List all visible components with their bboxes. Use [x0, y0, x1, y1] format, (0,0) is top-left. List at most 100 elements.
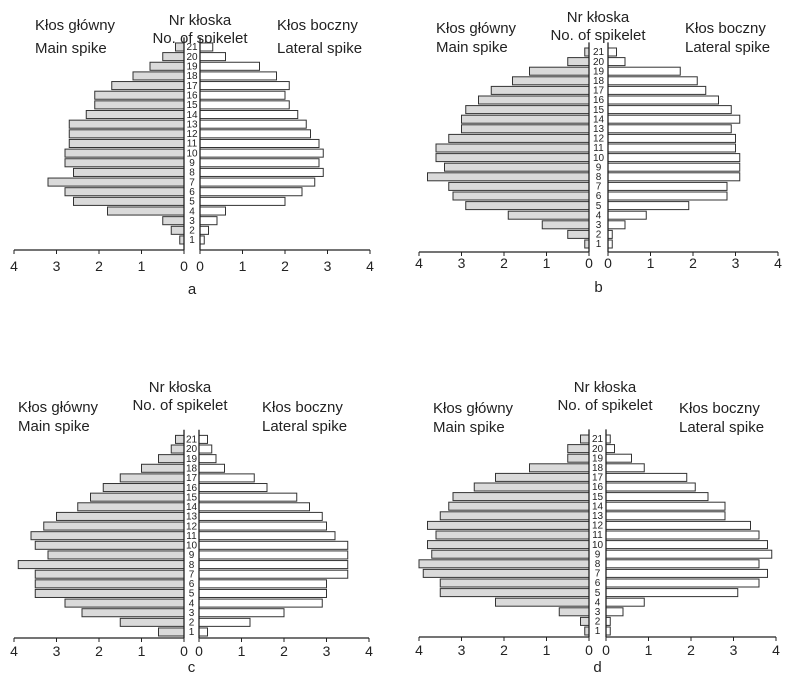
main-spike-bar-11 [435, 530, 590, 540]
main-spike-bar-14 [85, 110, 185, 120]
right-x-tick-label: 1 [239, 258, 247, 274]
spikelet-number-label: 13 [186, 119, 198, 130]
left-x-tick-label: 4 [415, 255, 423, 271]
main-spike-bar-2 [170, 225, 185, 235]
lateral-spike-bar-13 [607, 124, 732, 134]
lateral-spike-bar-20 [199, 52, 226, 62]
spikelet-number-label: 16 [592, 482, 604, 493]
main-spike-bar-3 [81, 608, 185, 618]
spikelet-number-label: 5 [189, 197, 195, 208]
right-x-tick-label: 2 [281, 258, 289, 274]
left-x-tick-label: 2 [95, 258, 103, 274]
lateral-spike-bar-15 [607, 105, 732, 115]
spikelet-number-label: 3 [189, 608, 195, 619]
panel-caption: d [593, 659, 601, 675]
lateral-spike-bar-6 [607, 191, 728, 201]
left-x-tick-label: 1 [543, 642, 551, 658]
right-x-tick-label: 3 [324, 258, 332, 274]
lateral-spike-bar-20 [607, 57, 626, 67]
main-spike-bar-14 [461, 114, 590, 124]
lateral-spike-label-en: Lateral spike [277, 40, 362, 57]
left-x-tick-label: 1 [138, 643, 146, 659]
spikelet-number-label: 16 [186, 90, 198, 101]
lateral-spike-bar-17 [198, 473, 255, 483]
spikelet-number-label: 9 [596, 162, 602, 173]
main-spike-label-en: Main spike [436, 39, 508, 56]
spikelet-number-label: 2 [595, 617, 601, 628]
spikelet-number-label: 5 [596, 201, 602, 212]
main-spike-bar-21 [175, 42, 185, 52]
main-spike-bar-6 [34, 579, 185, 589]
lateral-spike-bar-14 [199, 110, 299, 120]
spikelet-number-label: 14 [186, 502, 198, 513]
main-spike-bar-14 [448, 501, 590, 511]
left-x-tick-label: 0 [585, 642, 593, 658]
main-spike-bar-8 [418, 559, 590, 569]
spikelet-number-label: 12 [186, 521, 198, 532]
spikelet-number-label: 19 [593, 66, 605, 77]
lateral-spike-bar-12 [607, 133, 736, 143]
main-spike-bar-20 [567, 57, 590, 67]
spikelet-number-label: 14 [593, 114, 605, 125]
spikelet-number-label: 11 [592, 530, 603, 541]
spikelet-number-label: 18 [593, 76, 605, 87]
spikelet-number-label: 21 [593, 47, 605, 58]
main-spike-label-en: Main spike [433, 419, 505, 436]
left-x-tick-label: 0 [180, 258, 188, 274]
lateral-spike-label-en: Lateral spike [685, 39, 770, 56]
main-spike-bar-17 [119, 473, 185, 483]
lateral-spike-bar-11 [198, 531, 336, 541]
main-spike-bar-15 [90, 492, 185, 502]
main-spike-bar-20 [162, 52, 185, 62]
main-spike-bar-18 [132, 71, 185, 81]
main-spike-bar-18 [141, 463, 185, 473]
lateral-spike-bar-18 [605, 463, 645, 473]
right-x-tick-label: 0 [602, 642, 610, 658]
spikelet-number-label: 12 [592, 521, 604, 532]
lateral-spike-bar-13 [605, 511, 726, 521]
right-x-tick-label: 0 [604, 255, 612, 271]
main-spike-bar-10 [427, 540, 590, 550]
main-spike-bar-2 [567, 229, 590, 239]
lateral-spike-bar-19 [198, 454, 217, 464]
main-spike-label-pl: Kłos główny [18, 399, 99, 416]
lateral-spike-bar-18 [198, 463, 225, 473]
main-spike-bar-8 [17, 560, 185, 570]
spikelet-number-label: 17 [186, 81, 198, 92]
spikelet-number-label: 11 [186, 531, 197, 542]
main-spike-bar-7 [47, 177, 185, 187]
spikelet-number-label-en: No. of spikelet [557, 397, 653, 414]
spikelet-number-label: 7 [189, 177, 195, 188]
left-x-tick-label: 1 [138, 258, 146, 274]
right-x-tick-label: 4 [366, 258, 374, 274]
lateral-spike-bar-3 [199, 216, 218, 226]
lateral-spike-bar-14 [198, 502, 310, 512]
lateral-spike-label-en: Lateral spike [679, 419, 764, 436]
main-spike-bar-16 [473, 482, 590, 492]
left-x-tick-label: 4 [10, 258, 18, 274]
spikelet-number-label: 15 [593, 105, 605, 116]
main-spike-bar-6 [452, 191, 590, 201]
main-spike-bar-15 [94, 100, 185, 110]
main-spike-label-en: Main spike [18, 418, 90, 435]
spikelet-number-label: 4 [596, 210, 602, 221]
lateral-spike-bar-10 [198, 540, 349, 550]
spikelet-number-label: 13 [592, 511, 604, 522]
main-spike-bar-4 [64, 598, 185, 608]
main-spike-bar-6 [439, 578, 590, 588]
left-x-tick-label: 0 [180, 643, 188, 659]
main-spike-bar-12 [43, 521, 185, 531]
spikelet-number-label: 17 [592, 473, 604, 484]
spikelet-number-label-pl: Nr kłoska [169, 12, 232, 29]
lateral-spike-bar-5 [605, 588, 739, 598]
main-spike-bar-19 [158, 454, 185, 464]
spikelet-number-label: 19 [186, 62, 198, 73]
spikelet-number-label: 9 [189, 158, 195, 169]
spikelet-number-label: 15 [186, 492, 198, 503]
main-spike-bar-15 [452, 492, 590, 502]
main-spike-bar-19 [529, 66, 590, 76]
panel-caption: a [188, 281, 197, 298]
main-spike-bar-13 [56, 511, 185, 521]
